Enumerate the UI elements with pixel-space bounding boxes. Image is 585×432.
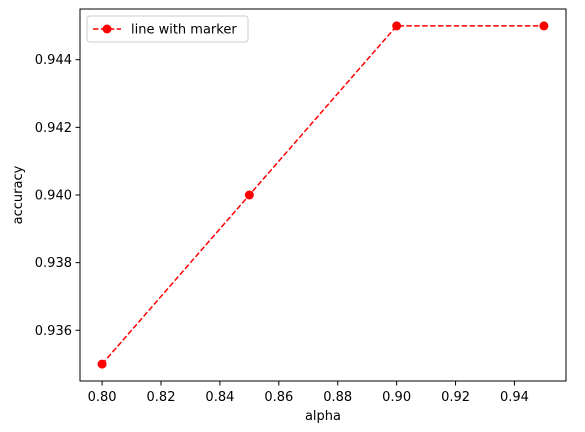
data-point <box>97 359 107 369</box>
y-axis-label: accuracy <box>11 165 26 224</box>
x-tick-label: 0.80 <box>88 390 117 405</box>
x-tick-label: 0.92 <box>441 390 470 405</box>
x-tick-label: 0.88 <box>323 390 352 405</box>
data-point <box>392 21 402 31</box>
x-tick-label: 0.86 <box>264 390 293 405</box>
x-tick-label: 0.94 <box>500 390 529 405</box>
data-point <box>244 190 254 200</box>
x-tick-label: 0.90 <box>382 390 411 405</box>
data-point <box>539 21 549 31</box>
y-tick-label: 0.940 <box>35 189 72 204</box>
x-tick-label: 0.84 <box>205 390 234 405</box>
legend: line with marker <box>86 15 249 43</box>
x-tick-label: 0.82 <box>147 390 176 405</box>
y-tick-label: 0.944 <box>35 53 72 68</box>
y-tick-label: 0.942 <box>35 121 72 136</box>
series-layer <box>97 21 549 369</box>
legend-label: line with marker <box>131 23 237 38</box>
y-tick-label: 0.936 <box>35 324 72 339</box>
y-axis-ticks: 0.936 0.938 0.940 0.942 0.944 <box>35 53 80 339</box>
legend-marker-sample <box>102 24 112 34</box>
x-axis-label: alpha <box>305 409 341 424</box>
series-line <box>101 25 544 365</box>
plot-frame <box>79 8 567 382</box>
legend-box <box>86 15 249 43</box>
y-tick-label: 0.938 <box>35 256 72 271</box>
x-axis-ticks: 0.80 0.82 0.84 0.86 0.88 0.90 0.92 0.94 <box>88 381 529 405</box>
